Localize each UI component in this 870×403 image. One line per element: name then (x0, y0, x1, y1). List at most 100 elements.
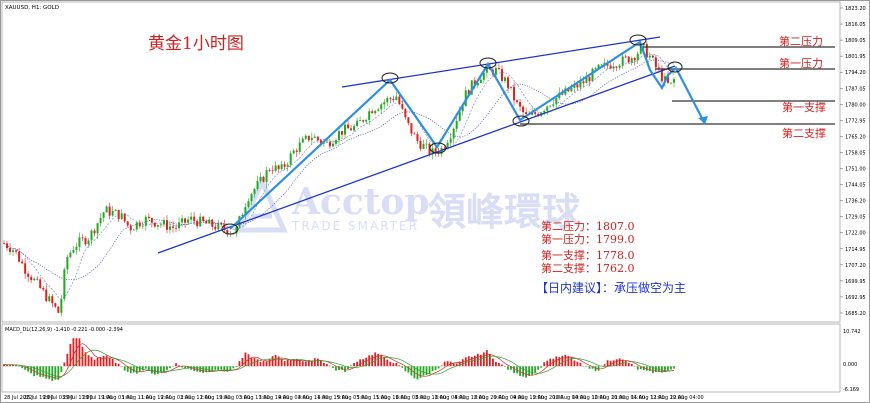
macd-bar (298, 360, 301, 367)
macd-bar (431, 366, 434, 372)
candle-body (337, 131, 340, 141)
candle-body (549, 105, 552, 107)
candle-body (156, 225, 159, 227)
candle-body (482, 72, 485, 80)
candle-body (36, 278, 39, 280)
arrow-head-icon (698, 116, 708, 124)
candle-body (476, 82, 479, 86)
macd-bar (332, 366, 334, 368)
candle-body (452, 128, 455, 139)
macd-bar (504, 366, 506, 367)
candle-body (636, 53, 639, 61)
macd-bar (452, 363, 455, 367)
candle-body (552, 104, 555, 106)
y-tick-label: 1816.05 (845, 22, 866, 28)
candle-body (392, 99, 395, 101)
macd-bar (645, 366, 648, 371)
macd-bar (525, 366, 528, 378)
candle-body (202, 216, 205, 221)
candle-body (117, 209, 120, 220)
macd-bar (217, 366, 220, 371)
x-tick-label: 11 Aug 04:00 (611, 395, 645, 401)
candle-body (621, 56, 624, 66)
candle-body (241, 214, 244, 217)
candle-body (434, 148, 437, 153)
macd-bar (398, 365, 401, 367)
macd-bar (157, 366, 159, 374)
macd-bar (570, 357, 573, 367)
candle-body (147, 216, 150, 218)
macd-bar (470, 356, 473, 367)
candle-body (455, 120, 458, 129)
candle-body (573, 84, 576, 88)
candle-body (458, 111, 461, 121)
macd-bar (166, 366, 168, 371)
pivot-circle (512, 115, 530, 127)
candle-body (226, 229, 229, 235)
macd-bar (69, 343, 72, 367)
candle-body (404, 108, 407, 118)
summary-s1: 第一支撑：1778.0 (541, 248, 635, 262)
macd-bar (150, 366, 153, 374)
macd-bar (87, 355, 90, 367)
candle-body (63, 269, 66, 299)
candle-body (72, 250, 75, 253)
macd-bar (289, 360, 292, 367)
macd-bar (573, 360, 576, 367)
candle-body (422, 143, 425, 149)
level-label-r1: 第一压力 (779, 56, 823, 70)
macd-bar (99, 357, 102, 367)
x-tick-label: 2 Aug 19:00 (200, 395, 231, 401)
y-tick-label: 1758.05 (845, 150, 866, 156)
macd-bar (132, 366, 135, 373)
candle-body (96, 223, 99, 234)
macd-bar (513, 366, 515, 374)
candle-body (627, 56, 630, 63)
candle-body (470, 80, 473, 95)
candle-body (304, 135, 307, 139)
macd-bar (141, 366, 144, 371)
candle-body (473, 80, 476, 86)
macd-bar (347, 366, 349, 370)
candle-body (413, 133, 416, 135)
macd-bar (612, 360, 615, 367)
macd-bar (537, 366, 540, 370)
y-tick-label: 1744.05 (845, 183, 866, 189)
macd-bar (259, 361, 262, 367)
candle-body (48, 296, 51, 302)
x-tick-label: 10 Aug 20:00 (592, 395, 626, 401)
pivot-circle (381, 72, 399, 84)
candle-body (525, 112, 528, 114)
macd-bar (223, 366, 226, 372)
macd-bar (434, 366, 437, 371)
candle-body (325, 141, 328, 143)
candle-body (205, 220, 208, 224)
level-label-r2: 第二压力 (779, 34, 823, 48)
candle-body (18, 251, 21, 262)
candle-body (419, 140, 422, 149)
macd-bar (356, 361, 359, 367)
macd-bar (292, 359, 295, 367)
candle-body (576, 84, 579, 88)
macd-bar (63, 362, 66, 367)
candle-body (274, 165, 277, 172)
x-tick-label: 2 Aug 03:00 (161, 395, 192, 401)
macd-bar (3, 364, 5, 367)
macd-bar (664, 366, 666, 373)
candle-body (208, 219, 211, 224)
candle-body (214, 226, 217, 230)
macd-bar (6, 364, 8, 367)
candle-body (57, 306, 60, 313)
candle-body (93, 230, 96, 234)
candle-body (570, 87, 573, 92)
candle-body (51, 296, 54, 304)
candle-body (663, 76, 666, 82)
macd-bar (105, 355, 108, 367)
macd-bar (102, 355, 105, 367)
lower-trend-line (157, 65, 676, 254)
macd-bar (114, 362, 117, 367)
candle-body (60, 298, 63, 313)
y-tick-label: 1751.00 (845, 167, 866, 173)
x-tick-label: 5 Aug 19:00 (376, 395, 407, 401)
